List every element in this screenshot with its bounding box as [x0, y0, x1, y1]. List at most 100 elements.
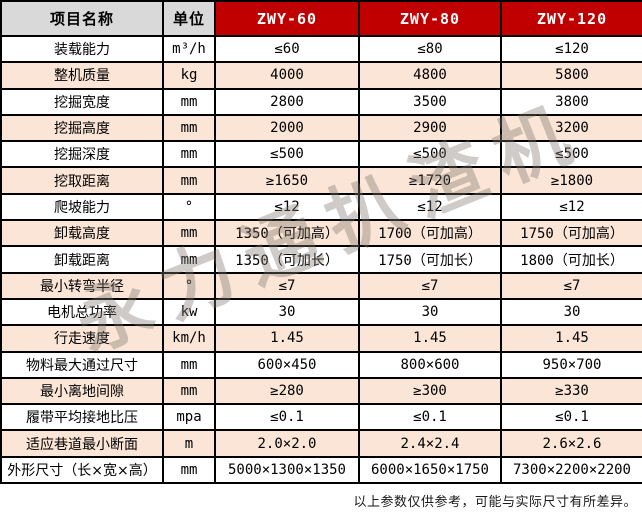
row-value: ≤500	[214, 140, 360, 169]
row-value: ≥1650	[214, 166, 360, 195]
row-value: 4000	[214, 61, 360, 90]
row-value: 950×700	[500, 350, 642, 379]
row-label: 整机质量	[0, 61, 164, 90]
table-row: 卸载距离 mm 1350（可加长） 1750（可加长） 1800（可加长）	[0, 245, 642, 274]
row-value: ≤60	[214, 34, 360, 64]
row-value: 7300×2200×2200	[500, 455, 642, 485]
row-value: 30	[358, 297, 502, 327]
row-value: 3800	[500, 87, 642, 116]
row-value: 3500	[358, 87, 502, 116]
row-label: 爬坡能力	[0, 192, 164, 222]
row-label: 最小转弯半径	[0, 271, 164, 300]
row-value: ≥1800	[500, 166, 642, 195]
row-value: 4800	[358, 61, 502, 90]
row-label: 装载能力	[0, 34, 164, 64]
row-value: 1.45	[358, 324, 502, 353]
row-unit: °	[162, 271, 216, 300]
table-row: 物料最大通过尺寸 mm 600×450 800×600 950×700	[0, 350, 642, 379]
row-value: 2.0×2.0	[214, 429, 360, 458]
row-value: ≤12	[500, 192, 642, 222]
row-unit: mpa	[162, 403, 216, 432]
row-unit: mm	[162, 455, 216, 485]
row-label: 履带平均接地比压	[0, 403, 164, 432]
row-unit: m	[162, 429, 216, 458]
row-unit: °	[162, 192, 216, 222]
row-value: 1750（可加高）	[500, 219, 642, 248]
row-unit: mm	[162, 350, 216, 379]
row-unit: mm	[162, 113, 216, 143]
row-unit: kw	[162, 297, 216, 327]
table-row: 爬坡能力 ° ≤12 ≤12 ≤12	[0, 192, 642, 222]
table-row: 挖掘深度 mm ≤500 ≤500 ≤500	[0, 140, 642, 169]
row-label: 挖掘深度	[0, 140, 164, 169]
row-value: 1350（可加长）	[214, 245, 360, 274]
table-row: 外形尺寸（长×宽×高） mm 5000×1300×1350 6000×1650×175…	[0, 455, 642, 485]
row-value: 3200	[500, 113, 642, 143]
row-value: 2.4×2.4	[358, 429, 502, 458]
row-value: ≤80	[358, 34, 502, 64]
table-row: 装载能力 m³/h ≤60 ≤80 ≤120	[0, 34, 642, 64]
column-header-zwy-80: ZWY-80	[358, 0, 502, 37]
row-value: 1350（可加高）	[214, 219, 360, 248]
row-unit: mm	[162, 219, 216, 248]
table-row: 行走速度 km/h 1.45 1.45 1.45	[0, 324, 642, 353]
column-header-unit: 单位	[162, 0, 216, 37]
footnote-text: 以上参数仅供参考，可能与实际尺寸有所差异。	[353, 495, 637, 510]
row-value: ≥1720	[358, 166, 502, 195]
row-label: 电机总功率	[0, 297, 164, 327]
row-unit: m³/h	[162, 34, 216, 64]
row-unit: kg	[162, 61, 216, 90]
table-row: 挖掘高度 mm 2000 2900 3200	[0, 113, 642, 143]
column-header-item-name: 项目名称	[0, 0, 164, 37]
table-row: 挖掘宽度 mm 2800 3500 3800	[0, 87, 642, 116]
row-label: 卸载高度	[0, 219, 164, 248]
row-unit: mm	[162, 245, 216, 274]
row-unit: mm	[162, 166, 216, 195]
row-value: ≤0.1	[358, 403, 502, 432]
row-value: 800×600	[358, 350, 502, 379]
table-row: 整机质量 kg 4000 4800 5800	[0, 61, 642, 90]
spec-table-header: 项目名称 单位 ZWY-60 ZWY-80 ZWY-120	[0, 0, 642, 37]
row-value: 2.6×2.6	[500, 429, 642, 458]
table-row: 挖取距离 mm ≥1650 ≥1720 ≥1800	[0, 166, 642, 195]
table-row: 最小离地间隙 mm ≥280 ≥300 ≥330	[0, 376, 642, 406]
spec-table: 项目名称 单位 ZWY-60 ZWY-80 ZWY-120 装载能力 m³/h ≤6…	[0, 0, 642, 485]
row-label: 适应巷道最小断面	[0, 429, 164, 458]
row-value: ≤0.1	[500, 403, 642, 432]
row-label: 外形尺寸（长×宽×高）	[0, 455, 164, 485]
row-value: ≤500	[500, 140, 642, 169]
row-value: 5800	[500, 61, 642, 90]
row-label: 物料最大通过尺寸	[0, 350, 164, 379]
row-label: 挖掘高度	[0, 113, 164, 143]
spec-table-body: 装载能力 m³/h ≤60 ≤80 ≤120 整机质量 kg 4000 4800 5800 挖掘宽度…	[0, 34, 642, 485]
table-row: 履带平均接地比压 mpa ≤0.1 ≤0.1 ≤0.1	[0, 403, 642, 432]
row-value: 6000×1650×1750	[358, 455, 502, 485]
row-unit: mm	[162, 140, 216, 169]
row-value: ≥280	[214, 376, 360, 406]
row-value: ≤120	[500, 34, 642, 64]
row-value: 30	[500, 297, 642, 327]
row-value: ≤500	[358, 140, 502, 169]
table-row: 适应巷道最小断面 m 2.0×2.0 2.4×2.4 2.6×2.6	[0, 429, 642, 458]
row-label: 挖取距离	[0, 166, 164, 195]
row-value: 2900	[358, 113, 502, 143]
row-value: ≤7	[500, 271, 642, 300]
row-value: 600×450	[214, 350, 360, 379]
row-value: ≥300	[358, 376, 502, 406]
row-value: 1.45	[214, 324, 360, 353]
row-value: ≤7	[214, 271, 360, 300]
column-header-zwy-120: ZWY-120	[500, 0, 642, 37]
row-value: ≤7	[358, 271, 502, 300]
row-value: 1750（可加长）	[358, 245, 502, 274]
row-value: ≤12	[358, 192, 502, 222]
row-label: 挖掘宽度	[0, 87, 164, 116]
row-value: 1.45	[500, 324, 642, 353]
row-value: 5000×1300×1350	[214, 455, 360, 485]
row-value: 1800（可加长）	[500, 245, 642, 274]
table-row: 最小转弯半径 ° ≤7 ≤7 ≤7	[0, 271, 642, 300]
row-label: 卸载距离	[0, 245, 164, 274]
row-value: ≥330	[500, 376, 642, 406]
row-unit: km/h	[162, 324, 216, 353]
row-unit: mm	[162, 87, 216, 116]
